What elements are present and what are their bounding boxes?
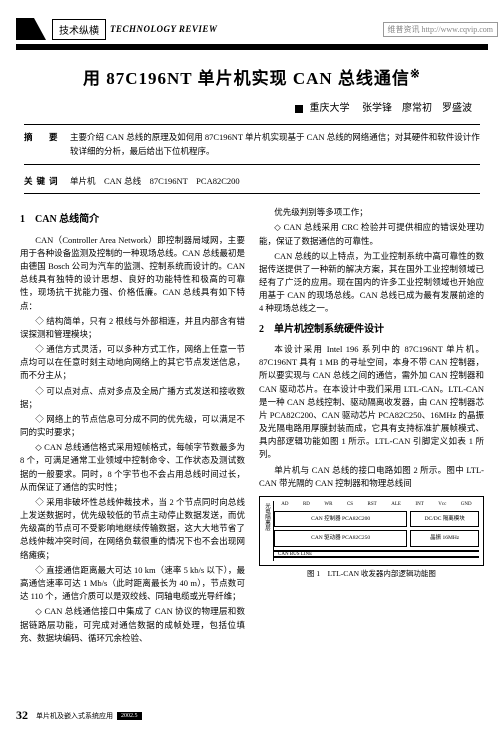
diagram-box: DC/DC 隔离模块 bbox=[410, 511, 479, 528]
affiliation: 重庆大学 bbox=[310, 103, 350, 114]
para: CAN（Controller Area Network）即控制器局域网，主要用于… bbox=[20, 234, 245, 313]
right-column: 优先级判别等多项工作； ◇ CAN 总线采用 CRC 检验并可提供相应的错误处理… bbox=[259, 206, 484, 647]
diagram-side-label: 光电隔离层 bbox=[264, 501, 274, 561]
footer-text: 单片机及嵌入式系统应用 bbox=[36, 711, 113, 721]
square-bullet-icon bbox=[295, 105, 303, 113]
diagram-box: 晶振 16MHz bbox=[410, 530, 479, 547]
keywords-label: 关键词 bbox=[24, 175, 70, 187]
para: 本设计采用 Intel 196 系列中的 87C196NT 单片机。87C196… bbox=[259, 343, 484, 462]
para: CAN 总线的以上特点，为工业控制系统中高可靠性的数据传送提供了一种新的解决方案… bbox=[259, 250, 484, 316]
keywords-text: 单片机 CAN 总线 87C196NT PCA82C200 bbox=[70, 175, 240, 187]
bullet: ◇ 网络上的节点信息可分成不同的优先级，可以满足不同的实时要求； bbox=[20, 413, 245, 439]
figure-1-caption: 图 1 LTL-CAN 收发器内部逻辑功能图 bbox=[259, 568, 484, 580]
bullet: ◇ CAN 总线采用 CRC 检验并可提供相应的错误处理功能，保证了数据通信的可… bbox=[259, 221, 484, 247]
authors: 重庆大学 张学锋 廖常初 罗盛波 bbox=[0, 99, 472, 114]
abstract-box: 摘 要 主要介绍 CAN 总线的原理及如何用 87C196NT 单片机实现基于 … bbox=[24, 124, 480, 165]
abstract-text: 主要介绍 CAN 总线的原理及如何用 87C196NT 单片机实现基于 CAN … bbox=[70, 131, 480, 158]
diagram-pins: AD RD WR CS RST ALE INT Vcc GND bbox=[274, 501, 479, 509]
left-column: 1 CAN 总线简介 CAN（Controller Area Network）即… bbox=[20, 206, 245, 647]
diagram-bus: CAN BUS LINE bbox=[274, 550, 479, 558]
technology-review-label: TECHNOLOGY REVIEW bbox=[110, 24, 217, 34]
footer: 32 单片机及嵌入式系统应用 2002.5 bbox=[16, 708, 142, 723]
section-label: 技术纵横 bbox=[52, 19, 106, 40]
diagram-box: CAN 控制器 PCA82C200 bbox=[274, 511, 407, 528]
bullet: ◇ 可以点对点、点对多点及全局广播方式发送和接收数据； bbox=[20, 385, 245, 411]
para: 优先级判别等多项工作； bbox=[259, 206, 484, 219]
abstract-label: 摘 要 bbox=[24, 131, 70, 158]
watermark: 维普资讯 http://www.cqvip.com bbox=[383, 22, 498, 37]
author-names: 张学锋 廖常初 罗盛波 bbox=[362, 103, 472, 114]
keywords-row: 关键词 单片机 CAN 总线 87C196NT PCA82C200 bbox=[24, 171, 480, 194]
bullet: ◇ 采用非破坏性总线仲裁技术，当 2 个节点同时向总线上发送数据时，优先级较低的… bbox=[20, 496, 245, 562]
figure-1: 光电隔离层 AD RD WR CS RST ALE INT Vcc GND bbox=[259, 496, 484, 566]
page-number: 32 bbox=[16, 708, 28, 723]
title-marker: ※ bbox=[410, 66, 421, 80]
bullet: ◇ CAN 总线通信格式采用短帧格式，每帧字节数最多为 8 个，可满足通常工业领… bbox=[20, 441, 245, 494]
section-2-heading: 2 单片机控制系统硬件设计 bbox=[259, 322, 484, 338]
article-title: 用 87C196NT 单片机实现 CAN 总线通信※ bbox=[16, 64, 488, 89]
header-rule bbox=[16, 44, 488, 50]
diagram-box: CAN 驱动器 PCA82C250 bbox=[274, 530, 407, 547]
bullet: ◇ 通信方式灵活，可以多种方式工作，网络上任意一节点均可以在任意时刻主动地向网络… bbox=[20, 343, 245, 383]
bullet: ◇ 直接通信距离最大可达 10 km（速率 5 kb/s 以下），最高通信速率可… bbox=[20, 564, 245, 604]
bullet: ◇ 结构简单，只有 2 根线与外部相连，并且内部含有错误探测和管理模块； bbox=[20, 315, 245, 341]
title-text: 用 87C196NT 单片机实现 CAN 总线通信 bbox=[83, 69, 410, 88]
body-columns: 1 CAN 总线简介 CAN（Controller Area Network）即… bbox=[20, 206, 484, 647]
para: 单片机与 CAN 总线的接口电路如图 2 所示。图中 LTL-CAN 带光隔的 … bbox=[259, 464, 484, 490]
logo-icon bbox=[16, 18, 46, 40]
section-1-heading: 1 CAN 总线简介 bbox=[20, 212, 245, 228]
bullet: ◇ CAN 总线通信接口中集成了 CAN 协议的物理层和数据链路层功能，可完成对… bbox=[20, 605, 245, 645]
